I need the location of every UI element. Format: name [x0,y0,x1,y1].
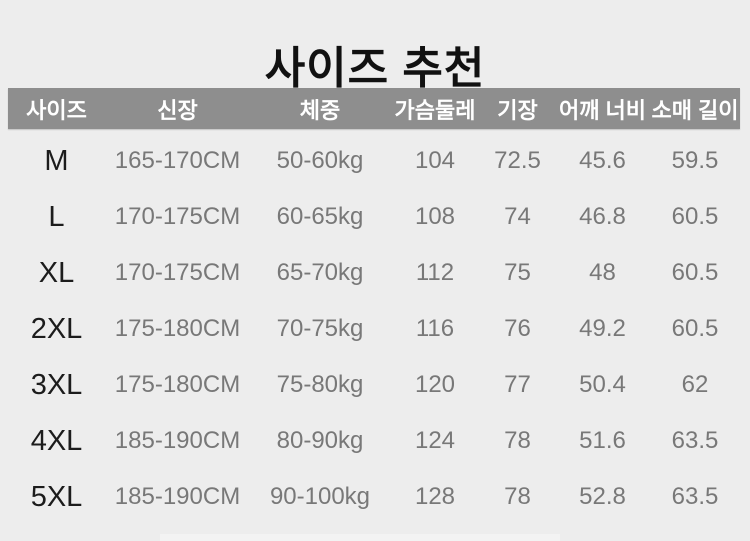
background-artifact [160,534,560,541]
table-row: XL 170-175CM 65-70kg 112 75 48 60.5 [8,245,740,301]
cell-weight: 50-60kg [276,147,364,174]
table-row: 5XL 185-190CM 90-100kg 128 78 52.8 63.5 [8,469,740,525]
cell-length: 76 [504,315,531,342]
size-table: 사이즈 신장 체중 가슴둘레 기장 어깨 너비 소매 길이 M 165-170C… [8,88,740,525]
table-row: 3XL 175-180CM 75-80kg 120 77 50.4 62 [8,357,740,413]
cell-length: 72.5 [494,147,541,174]
cell-length: 78 [504,427,531,454]
cell-weight: 80-90kg [276,427,364,454]
table-row: 2XL 175-180CM 70-75kg 116 76 49.2 60.5 [8,301,740,357]
cell-sleeve: 62 [681,371,709,398]
table-row: M 165-170CM 50-60kg 104 72.5 45.6 59.5 [8,133,740,189]
cell-height: 170-175CM [114,203,241,230]
cell-shoulder: 45.6 [579,147,626,174]
cell-shoulder: 50.4 [579,371,626,398]
table-row: L 170-175CM 60-65kg 108 74 46.8 60.5 [8,189,740,245]
cell-size: 3XL [30,368,83,401]
cell-sleeve: 63.5 [671,427,719,454]
table-body: M 165-170CM 50-60kg 104 72.5 45.6 59.5 L… [8,133,740,525]
col-header-shoulder: 어깨 너비 [558,97,647,123]
cell-height: 170-175CM [114,259,241,286]
cell-height: 185-190CM [114,483,241,510]
cell-height: 165-170CM [114,147,241,174]
cell-shoulder: 52.8 [579,483,626,510]
cell-length: 74 [504,203,531,230]
cell-chest: 116 [415,315,455,342]
cell-size: 2XL [30,312,83,345]
cell-sleeve: 63.5 [671,483,719,510]
cell-shoulder: 51.6 [579,427,626,454]
cell-weight: 90-100kg [269,483,371,510]
page-title: 사이즈 추천 [264,44,486,94]
cell-chest: 124 [414,427,456,454]
cell-shoulder: 49.2 [579,315,626,342]
cell-length: 78 [504,483,531,510]
cell-chest: 104 [414,147,456,174]
cell-height: 175-180CM [114,315,241,342]
cell-chest: 108 [414,203,456,230]
cell-chest: 120 [414,371,456,398]
cell-chest: 128 [414,483,456,510]
cell-weight: 60-65kg [276,203,364,230]
cell-sleeve: 60.5 [671,203,719,230]
cell-weight: 70-75kg [276,315,364,342]
col-header-sleeve: 소매 길이 [651,97,739,123]
cell-size: 4XL [30,424,83,457]
col-header-weight: 체중 [299,97,341,123]
cell-sleeve: 59.5 [671,147,719,174]
col-header-size: 사이즈 [26,97,87,123]
cell-weight: 65-70kg [276,259,364,286]
cell-chest: 112 [415,259,455,286]
cell-length: 77 [504,371,531,398]
cell-height: 185-190CM [114,427,241,454]
cell-sleeve: 60.5 [671,259,719,286]
cell-shoulder: 48 [589,259,616,286]
table-row: 4XL 185-190CM 80-90kg 124 78 51.6 63.5 [8,413,740,469]
cell-height: 175-180CM [114,371,241,398]
cell-shoulder: 46.8 [579,203,626,230]
cell-size: M [44,144,69,177]
cell-size: XL [38,256,75,289]
cell-size: 5XL [30,480,83,513]
col-header-length: 기장 [497,97,538,123]
table-header-row: 사이즈 신장 체중 가슴둘레 기장 어깨 너비 소매 길이 [8,88,740,129]
col-header-height: 신장 [157,97,198,123]
cell-weight: 75-80kg [276,371,364,398]
col-header-chest: 가슴둘레 [394,97,476,123]
cell-sleeve: 60.5 [671,315,719,342]
cell-length: 75 [504,259,531,286]
cell-size: L [48,200,65,233]
